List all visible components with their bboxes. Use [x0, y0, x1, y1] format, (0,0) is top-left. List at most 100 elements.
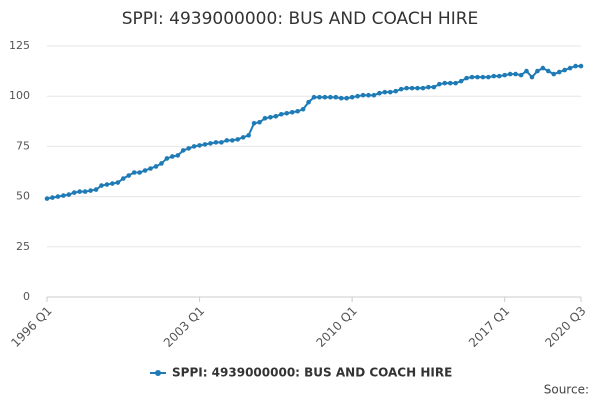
data-point	[99, 183, 104, 188]
data-point	[251, 121, 257, 126]
data-point	[458, 78, 464, 84]
data-point	[322, 94, 328, 100]
data-point	[535, 68, 540, 74]
data-point	[175, 153, 181, 158]
data-point	[273, 113, 279, 119]
data-point	[300, 106, 306, 112]
data-point	[137, 170, 142, 175]
data-point	[529, 74, 535, 80]
data-point	[469, 74, 475, 80]
data-point	[573, 63, 578, 69]
data-point	[180, 148, 186, 153]
data-point	[415, 85, 420, 91]
data-point	[131, 170, 137, 175]
data-point	[546, 68, 551, 74]
x-tick-label: 2010 Q1	[313, 304, 359, 350]
data-point	[50, 195, 55, 200]
data-point	[126, 173, 132, 178]
data-point	[578, 63, 584, 69]
data-point	[284, 110, 290, 116]
data-point	[164, 156, 170, 161]
data-point	[567, 65, 573, 71]
data-point	[224, 138, 230, 143]
x-tick-label: 2020 Q3	[542, 304, 588, 350]
data-point	[453, 80, 458, 86]
data-point	[562, 67, 567, 73]
data-point	[170, 154, 175, 159]
data-point	[502, 72, 508, 78]
data-point	[55, 194, 61, 199]
data-point	[82, 189, 88, 194]
data-point	[551, 71, 557, 77]
data-point	[93, 187, 99, 192]
data-point	[475, 74, 480, 80]
data-point	[338, 95, 344, 101]
data-point	[229, 138, 235, 143]
data-point	[360, 92, 366, 98]
data-point	[333, 94, 339, 100]
data-point	[317, 94, 322, 100]
data-point	[110, 181, 115, 186]
data-point	[447, 80, 453, 86]
data-point	[159, 161, 164, 166]
data-point	[507, 71, 513, 77]
data-point	[518, 72, 524, 78]
data-point	[289, 109, 295, 115]
y-tick-label: 50	[16, 190, 30, 203]
x-tick-label: 2017 Q1	[466, 304, 512, 350]
data-point	[486, 74, 491, 80]
data-point	[246, 133, 251, 138]
data-point	[142, 168, 148, 173]
data-point	[235, 137, 241, 142]
data-point	[240, 135, 246, 140]
data-point	[464, 75, 469, 81]
data-point	[355, 93, 360, 99]
y-tick-label: 125	[9, 39, 30, 52]
data-point	[404, 85, 409, 91]
data-point	[513, 71, 518, 77]
legend-marker	[155, 370, 161, 376]
data-point	[328, 94, 333, 100]
y-tick-label: 25	[16, 240, 30, 253]
data-point	[556, 69, 562, 75]
data-point	[344, 95, 349, 101]
data-point	[148, 166, 153, 171]
legend-label: SPPI: 4939000000: BUS AND COACH HIRE	[172, 366, 452, 380]
data-point	[104, 182, 110, 187]
data-point	[409, 85, 415, 91]
data-point	[398, 86, 404, 92]
data-point	[442, 80, 448, 86]
data-point	[257, 120, 262, 125]
data-point	[377, 90, 382, 96]
data-point	[480, 74, 486, 80]
data-point	[44, 196, 50, 201]
data-point	[387, 89, 393, 95]
data-point	[382, 89, 388, 95]
x-tick-label: 1996 Q1	[8, 304, 54, 350]
data-point	[153, 164, 159, 169]
y-tick-label: 0	[23, 290, 30, 303]
data-point	[208, 141, 213, 146]
data-point	[524, 68, 529, 74]
data-point	[71, 190, 77, 195]
data-point	[197, 143, 202, 148]
data-point	[311, 94, 317, 100]
y-tick-label: 75	[16, 139, 30, 152]
data-point	[268, 114, 273, 120]
data-point	[306, 99, 311, 105]
y-tick-label: 100	[9, 89, 30, 102]
data-point	[349, 94, 355, 100]
data-point	[426, 84, 431, 90]
data-point	[61, 193, 66, 198]
data-point	[186, 146, 191, 151]
x-tick-label: 2003 Q1	[161, 304, 207, 350]
source: Source:	[544, 383, 589, 397]
data-point	[213, 140, 219, 145]
data-point	[540, 65, 546, 71]
data-point	[491, 73, 497, 79]
data-point	[366, 92, 371, 98]
data-point	[393, 88, 399, 94]
data-point	[420, 85, 426, 91]
data-point	[496, 73, 502, 79]
